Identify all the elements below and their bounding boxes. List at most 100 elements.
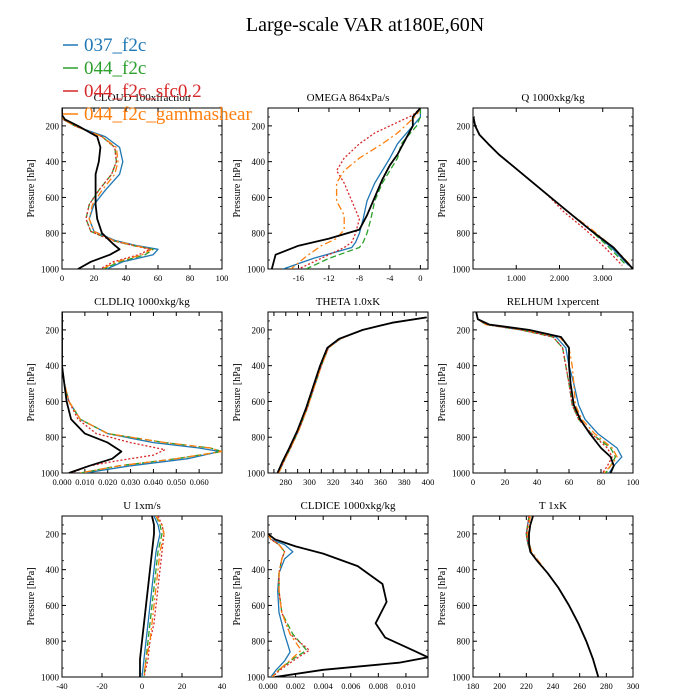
x-tick-label: 0: [471, 477, 475, 487]
y-tick-label: 400: [46, 157, 60, 167]
series-group: [268, 533, 428, 677]
series-line-control: [62, 312, 123, 473]
series-line-037-f2c: [268, 533, 294, 677]
y-tick-label: 200: [46, 121, 60, 131]
x-tick-label: 80: [186, 273, 195, 283]
legend-label: 044_f2c: [84, 58, 146, 79]
legend-item: 044_f2c_gammashear: [63, 104, 252, 125]
y-tick-label: 1000: [247, 673, 266, 683]
series-line-044-f2c-sfc0-2: [62, 312, 166, 473]
series-group: [62, 108, 159, 269]
y-tick-label: 400: [252, 157, 266, 167]
x-tick-label: 280: [600, 681, 613, 691]
y-tick-label: 600: [252, 397, 266, 407]
x-tick-label: 0.002: [286, 681, 305, 691]
y-tick-label: 800: [46, 229, 60, 239]
series-group: [525, 516, 600, 677]
series-line-044-f2c-gammashear: [143, 516, 165, 677]
series-line-control: [268, 533, 428, 677]
series-line-control: [473, 116, 633, 269]
y-tick-label: 600: [457, 397, 471, 407]
series-line-044-f2c-sfc0-2: [525, 516, 599, 677]
y-tick-label: 600: [252, 601, 266, 611]
series-line-037-f2c: [141, 516, 161, 677]
legend-item: 044_f2c: [63, 58, 146, 79]
y-axis-label: Pressure [hPa]: [232, 363, 243, 421]
series-line-044-f2c-gammashear: [62, 312, 222, 473]
y-tick-label: 1000: [452, 265, 471, 275]
series-line-044-f2c: [525, 516, 599, 677]
x-tick-label: 0.050: [167, 477, 186, 487]
y-axis-label: Pressure [hPa]: [437, 363, 448, 421]
y-tick-label: 800: [46, 433, 60, 443]
y-axis-label: Pressure [hPa]: [26, 159, 37, 217]
series-line-control: [139, 516, 155, 677]
x-tick-label: 20: [501, 477, 510, 487]
y-axis-label: Pressure [hPa]: [26, 567, 37, 625]
series-line-037-f2c: [62, 108, 159, 269]
x-tick-label: 380: [398, 477, 411, 487]
legend-label: 037_f2c: [84, 35, 146, 56]
legend: 037_f2c044_f2c044_f2c_sfc0.2044_f2c_gamm…: [63, 35, 252, 125]
y-axis-label: Pressure [hPa]: [232, 567, 243, 625]
x-tick-label: 0.020: [98, 477, 117, 487]
x-tick-label: 0: [140, 681, 144, 691]
y-tick-label: 600: [252, 193, 266, 203]
series-line-044-f2c: [62, 312, 222, 473]
y-tick-label: 400: [457, 565, 471, 575]
x-tick-label: 2.000: [550, 273, 569, 283]
x-tick-label: 60: [565, 477, 574, 487]
x-tick-label: 40: [533, 477, 542, 487]
series-group: [473, 116, 633, 269]
panel-title: CLDLIQ 1000xkg/kg: [94, 296, 190, 308]
series-line-044-f2c-sfc0-2: [298, 108, 421, 269]
series-line-044-f2c-sfc0-2: [143, 516, 165, 677]
series-line-044-f2c: [143, 516, 163, 677]
series-line-037-f2c: [62, 312, 221, 473]
panel-title: OMEGA 864xPa/s: [307, 92, 390, 104]
x-tick-label: 20: [178, 681, 187, 691]
series-line-control: [270, 108, 422, 269]
y-tick-label: 400: [252, 565, 266, 575]
panel-title: T 1xK: [539, 500, 567, 512]
legend-label: 044_f2c_sfc0.2: [84, 81, 202, 102]
y-axis-label: Pressure [hPa]: [232, 159, 243, 217]
y-tick-label: 200: [252, 529, 266, 539]
panel-7: U 1xm/s 200 400 600 800 1000-40 -20 0 20 40 Pressu…: [26, 500, 226, 691]
panel-title: Q 1000xkg/kg: [521, 92, 585, 104]
plot-frame: [472, 515, 634, 678]
y-tick-label: 800: [252, 433, 266, 443]
y-tick-label: 200: [252, 121, 266, 131]
x-tick-label: 0: [60, 273, 64, 283]
x-tick-label: 0.000: [258, 681, 277, 691]
series-line-044-f2c: [278, 316, 426, 473]
y-tick-label: 400: [457, 157, 471, 167]
x-tick-label: 100: [216, 273, 229, 283]
y-tick-label: 600: [457, 601, 471, 611]
series-line-044-f2c-gammashear: [290, 108, 421, 269]
x-tick-label: 260: [573, 681, 586, 691]
legend-item: 044_f2c_sfc0.2: [63, 81, 202, 102]
series-line-044-f2c: [62, 108, 154, 269]
y-tick-label: 600: [46, 601, 60, 611]
series-line-044-f2c: [473, 116, 627, 266]
x-tick-label: 0.006: [341, 681, 360, 691]
y-tick-label: 800: [457, 229, 471, 239]
series-line-044-f2c: [475, 312, 617, 473]
x-tick-label: 320: [327, 477, 340, 487]
series-line-044-f2c-gammashear: [268, 533, 302, 677]
x-tick-label: 0.060: [190, 477, 209, 487]
series-line-044-f2c-sfc0-2: [473, 116, 623, 266]
x-tick-label: 360: [374, 477, 387, 487]
legend-item: 037_f2c: [63, 35, 146, 56]
x-tick-label: 0.010: [396, 681, 415, 691]
series-line-044-f2c-sfc0-2: [475, 312, 613, 473]
panel-title: CLOUD 100xfraction: [94, 92, 191, 104]
plot-frame: [61, 311, 223, 474]
series-group: [475, 312, 623, 473]
y-tick-label: 800: [252, 229, 266, 239]
legend-label: 044_f2c_gammashear: [84, 104, 252, 125]
